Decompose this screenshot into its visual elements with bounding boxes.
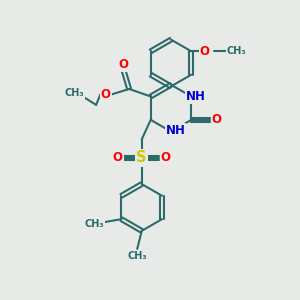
Text: CH₃: CH₃ xyxy=(226,46,246,56)
Text: O: O xyxy=(113,152,123,164)
Text: NH: NH xyxy=(166,124,185,136)
Text: CH₃: CH₃ xyxy=(64,88,84,98)
Text: CH₃: CH₃ xyxy=(128,251,147,261)
Text: CH₃: CH₃ xyxy=(85,219,104,229)
Text: O: O xyxy=(101,88,111,101)
Text: O: O xyxy=(119,58,129,71)
Text: S: S xyxy=(136,151,147,166)
Text: O: O xyxy=(161,152,171,164)
Text: O: O xyxy=(200,45,210,58)
Text: NH: NH xyxy=(186,90,206,103)
Text: O: O xyxy=(212,113,221,126)
